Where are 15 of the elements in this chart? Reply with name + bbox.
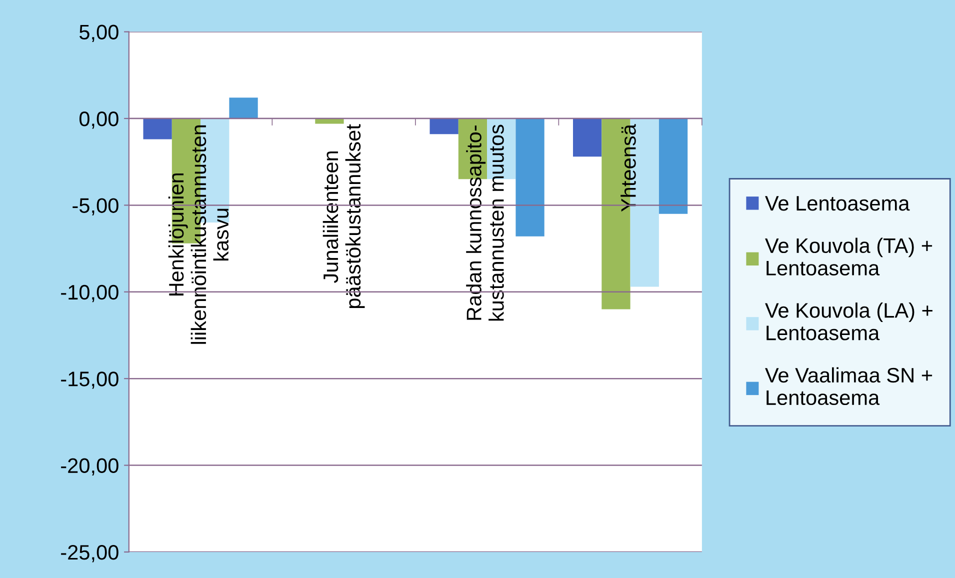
y-tick-label: -20,00 [61, 458, 118, 476]
legend-label: Ve Vaalimaa SN + Lentoasema [765, 367, 932, 406]
x-tick-label: Henkilöjunien liikennöintikustannusten kasvu [168, 125, 229, 344]
y-tick-label: -10,00 [61, 284, 118, 302]
y-tick-label: -15,00 [61, 372, 118, 389]
x-tick-label: Yhteensä [620, 124, 636, 212]
legend-label: Ve Kouvola (TA) + Lentoasema [765, 238, 932, 276]
y-tick-label: 5,00 [79, 24, 118, 42]
y-tick-label: -25,00 [61, 544, 118, 562]
y-tick-label: -5,00 [72, 198, 118, 216]
y-tick-label: 0,00 [79, 111, 118, 129]
x-tick-label: Radan kunnossapito- kustannusten muutos [466, 124, 504, 321]
legend-label: Ve Lentoasema [765, 196, 910, 211]
legend-label: Ve Kouvola (LA) + Lentoasema [765, 302, 932, 340]
x-tick-label: Junaliikenteen päästökustannukset [322, 124, 365, 308]
